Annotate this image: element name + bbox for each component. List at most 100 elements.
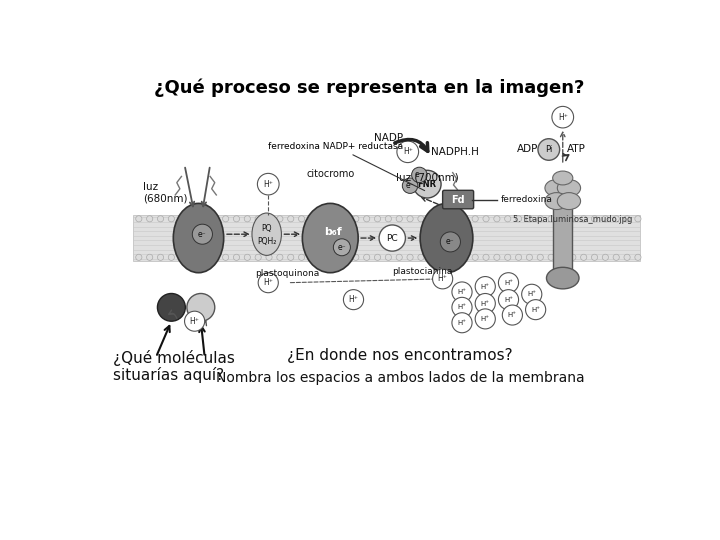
Text: ¿Qué moléculas: ¿Qué moléculas <box>113 350 235 366</box>
Circle shape <box>503 305 523 325</box>
Circle shape <box>184 311 204 331</box>
Text: ¿En donde nos encontramos?: ¿En donde nos encontramos? <box>287 348 513 363</box>
Circle shape <box>494 254 500 260</box>
Circle shape <box>559 254 565 260</box>
Circle shape <box>201 254 207 260</box>
Circle shape <box>475 309 495 329</box>
Circle shape <box>353 215 359 222</box>
Circle shape <box>244 254 251 260</box>
Circle shape <box>552 106 574 128</box>
Text: H⁺: H⁺ <box>438 274 448 284</box>
Circle shape <box>505 254 510 260</box>
Text: ATP: ATP <box>567 145 586 154</box>
Circle shape <box>201 215 207 222</box>
Circle shape <box>452 298 472 318</box>
Circle shape <box>190 215 196 222</box>
Circle shape <box>433 269 453 289</box>
Circle shape <box>570 254 576 260</box>
Circle shape <box>538 139 559 160</box>
Circle shape <box>396 254 402 260</box>
Circle shape <box>190 254 196 260</box>
Text: luz
(680nm): luz (680nm) <box>143 182 187 204</box>
Circle shape <box>310 254 315 260</box>
Circle shape <box>212 254 218 260</box>
Circle shape <box>439 254 446 260</box>
Text: H⁺: H⁺ <box>348 295 359 304</box>
Circle shape <box>516 215 522 222</box>
Circle shape <box>266 215 272 222</box>
Circle shape <box>168 254 174 260</box>
Text: ADP: ADP <box>517 145 539 154</box>
Circle shape <box>266 254 272 260</box>
Circle shape <box>136 254 142 260</box>
Circle shape <box>522 284 542 304</box>
Ellipse shape <box>557 193 580 210</box>
Circle shape <box>320 215 326 222</box>
Text: H⁺: H⁺ <box>264 180 273 188</box>
Text: situarías aquí?: situarías aquí? <box>113 367 225 383</box>
Text: luz (700nm): luz (700nm) <box>396 173 459 183</box>
Circle shape <box>624 254 630 260</box>
Text: citocromo: citocromo <box>306 169 354 179</box>
Circle shape <box>212 215 218 222</box>
Circle shape <box>494 215 500 222</box>
Circle shape <box>233 215 240 222</box>
Text: NADPH.H: NADPH.H <box>431 147 479 157</box>
Circle shape <box>136 215 142 222</box>
Bar <box>554 195 572 284</box>
Circle shape <box>624 215 630 222</box>
Circle shape <box>635 215 641 222</box>
Text: PQ: PQ <box>261 224 272 233</box>
Circle shape <box>333 239 351 256</box>
Circle shape <box>299 254 305 260</box>
Text: H⁺: H⁺ <box>457 289 467 295</box>
Text: ¿Qué proceso se representa en la imagen?: ¿Qué proceso se representa en la imagen? <box>154 79 584 97</box>
Text: e⁻: e⁻ <box>406 181 415 190</box>
Circle shape <box>475 276 495 296</box>
Ellipse shape <box>545 193 568 210</box>
Ellipse shape <box>553 171 573 185</box>
Circle shape <box>342 215 348 222</box>
Circle shape <box>147 254 153 260</box>
Circle shape <box>483 254 489 260</box>
Text: H⁺: H⁺ <box>457 305 467 310</box>
Text: H⁺: H⁺ <box>189 316 199 326</box>
Circle shape <box>147 215 153 222</box>
Circle shape <box>413 170 441 198</box>
Text: NADP: NADP <box>374 133 403 143</box>
Circle shape <box>537 254 544 260</box>
Circle shape <box>613 254 619 260</box>
Circle shape <box>158 254 163 260</box>
Text: e⁻: e⁻ <box>198 230 207 239</box>
Text: H⁺: H⁺ <box>504 296 513 302</box>
Circle shape <box>635 254 641 260</box>
Ellipse shape <box>174 204 224 273</box>
Text: ferredoxina NADP+ reductasa: ferredoxina NADP+ reductasa <box>269 142 425 191</box>
Circle shape <box>222 215 229 222</box>
Circle shape <box>526 300 546 320</box>
Circle shape <box>428 215 435 222</box>
Circle shape <box>168 215 174 222</box>
Text: FNR: FNR <box>418 180 437 188</box>
Circle shape <box>472 254 478 260</box>
Circle shape <box>364 254 370 260</box>
Circle shape <box>287 215 294 222</box>
Text: e⁻: e⁻ <box>446 238 455 246</box>
Ellipse shape <box>420 204 473 273</box>
Ellipse shape <box>252 213 282 255</box>
Circle shape <box>591 215 598 222</box>
Circle shape <box>320 254 326 260</box>
Circle shape <box>276 215 283 222</box>
Text: H⁺: H⁺ <box>457 320 467 326</box>
Circle shape <box>475 294 495 314</box>
Circle shape <box>287 254 294 260</box>
Circle shape <box>602 215 608 222</box>
Circle shape <box>331 254 337 260</box>
Text: plastocianina: plastocianina <box>392 267 453 276</box>
Circle shape <box>343 289 364 309</box>
Text: e⁻: e⁻ <box>415 171 423 179</box>
Circle shape <box>258 273 279 293</box>
Circle shape <box>498 289 518 309</box>
Circle shape <box>192 224 212 244</box>
Text: Pi: Pi <box>545 145 552 154</box>
